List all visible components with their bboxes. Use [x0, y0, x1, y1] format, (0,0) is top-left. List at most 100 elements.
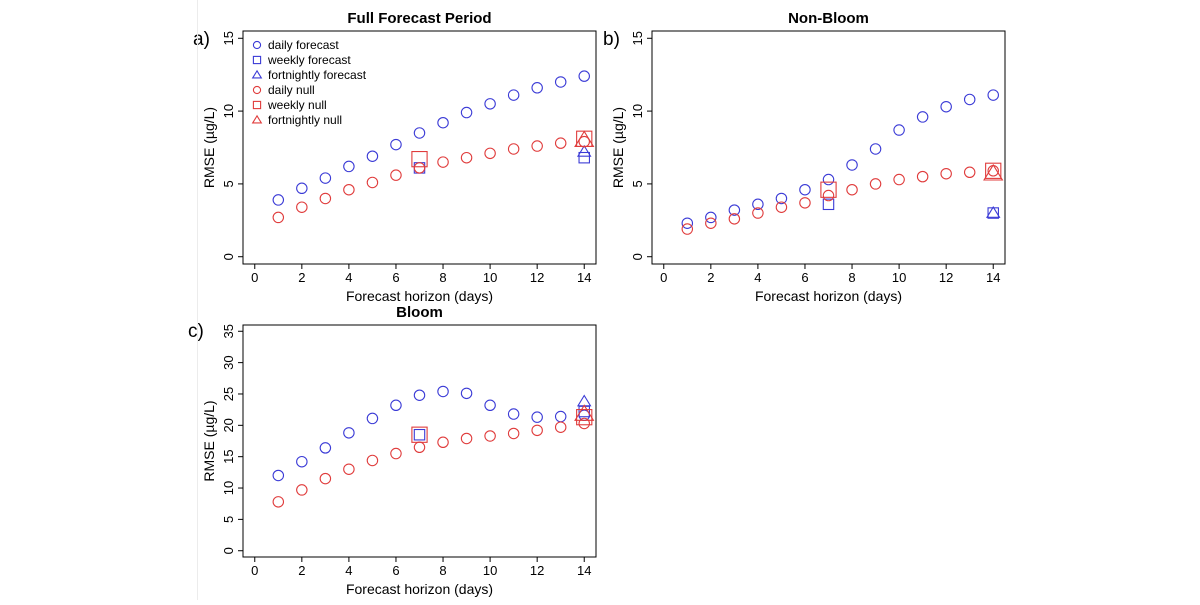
data-point	[366, 412, 379, 425]
data-point	[752, 207, 764, 219]
chart-panel-2: Non-Bloom b) 0 2 4 6 8 10 12 14 0 5 10 15 Forecast hor…	[603, 10, 1006, 304]
data-point	[366, 454, 379, 467]
data-point	[507, 408, 520, 420]
data-point	[728, 204, 741, 216]
data-point	[390, 169, 402, 181]
x-tick-label: 14	[577, 270, 591, 285]
data-point	[296, 201, 308, 213]
data-point	[705, 217, 717, 229]
x-tick-label: 4	[345, 270, 352, 285]
panel-letter: c)	[188, 321, 204, 342]
data-point	[296, 484, 308, 496]
data-point	[799, 197, 811, 209]
series-weekly-forecast	[822, 198, 999, 219]
data-point	[413, 162, 426, 174]
data-point	[413, 389, 426, 401]
data-point	[940, 167, 952, 180]
data-point	[987, 89, 999, 101]
x-tick-label: 0	[660, 270, 667, 285]
data-point	[822, 173, 835, 186]
data-point	[985, 205, 1001, 218]
data-point	[296, 182, 308, 195]
data-point	[846, 183, 858, 196]
data-point	[460, 432, 473, 445]
data-point	[893, 173, 905, 186]
data-point	[319, 472, 332, 485]
series-weekly-forecast	[413, 151, 590, 174]
data-point	[916, 111, 929, 123]
panel-title: Bloom	[396, 304, 443, 321]
panel-title: Non-Bloom	[788, 10, 869, 27]
y-tick-label: 15	[630, 31, 645, 45]
series-daily-null	[681, 165, 999, 235]
y-tick-label: 30	[221, 355, 236, 369]
legend-marker	[252, 40, 262, 50]
data-point	[985, 162, 1002, 179]
data-point	[705, 211, 717, 224]
data-point	[343, 463, 355, 475]
data-point	[413, 127, 426, 139]
data-point	[869, 143, 882, 155]
plot-frame	[651, 30, 1006, 265]
data-point	[343, 427, 355, 439]
x-tick-label: 6	[392, 270, 399, 285]
y-axis-title: RMSE (µg/L)	[201, 400, 217, 481]
data-point	[681, 217, 694, 229]
x-tick-label: 4	[754, 270, 761, 285]
data-point	[893, 124, 905, 136]
data-point	[390, 138, 402, 151]
data-point	[531, 82, 543, 94]
x-tick-label: 14	[577, 563, 591, 578]
data-point	[531, 424, 543, 437]
x-tick-label: 8	[439, 270, 446, 285]
series-fortnightly-forecast	[985, 205, 1001, 218]
data-point	[484, 147, 496, 160]
legend-label: fortnightly null	[268, 113, 342, 127]
x-axis-title: Forecast horizon (days)	[346, 581, 493, 597]
data-point	[578, 417, 590, 430]
plot-frame	[242, 30, 597, 265]
data-point	[319, 192, 332, 205]
data-point	[411, 426, 428, 443]
series-fortnightly-null	[574, 130, 595, 148]
data-point	[460, 387, 473, 400]
x-tick-label: 8	[848, 270, 855, 285]
data-point	[343, 183, 355, 196]
y-tick-label: 0	[630, 253, 645, 260]
y-tick-label: 35	[221, 324, 236, 338]
x-tick-label: 10	[483, 563, 497, 578]
data-point	[576, 130, 593, 147]
chart-panel-1: Full Forecast Period a) 0 2 4 6 8 10 12 14 0 5 10 15 F…	[193, 10, 597, 304]
data-point	[272, 496, 285, 508]
plot-frame	[242, 324, 597, 558]
legend-label: daily forecast	[268, 38, 339, 52]
x-tick-label: 6	[392, 563, 399, 578]
data-point	[576, 144, 592, 157]
legend-marker	[251, 114, 263, 124]
panel-title: Full Forecast Period	[347, 10, 491, 27]
y-tick-label: 5	[221, 180, 236, 187]
series-fortnightly-forecast	[576, 144, 592, 157]
data-point	[507, 143, 520, 155]
series-weekly-null	[820, 162, 1002, 198]
y-tick-label: 10	[221, 481, 236, 495]
x-axis-title: Forecast horizon (days)	[755, 288, 902, 304]
data-point	[531, 140, 543, 152]
data-point	[319, 442, 332, 454]
y-tick-label: 20	[221, 418, 236, 432]
legend-label: fortnightly forecast	[268, 68, 367, 82]
y-tick-label: 5	[630, 180, 645, 187]
data-point	[411, 151, 428, 168]
data-point	[507, 89, 520, 101]
data-point	[554, 76, 567, 88]
data-point	[272, 211, 285, 224]
data-point	[940, 100, 952, 113]
series-daily-forecast	[681, 89, 999, 229]
y-tick-label: 0	[221, 253, 236, 260]
x-tick-label: 2	[707, 270, 714, 285]
data-point	[822, 198, 835, 211]
legend-marker	[252, 55, 262, 65]
y-tick-label: 5	[221, 516, 236, 523]
